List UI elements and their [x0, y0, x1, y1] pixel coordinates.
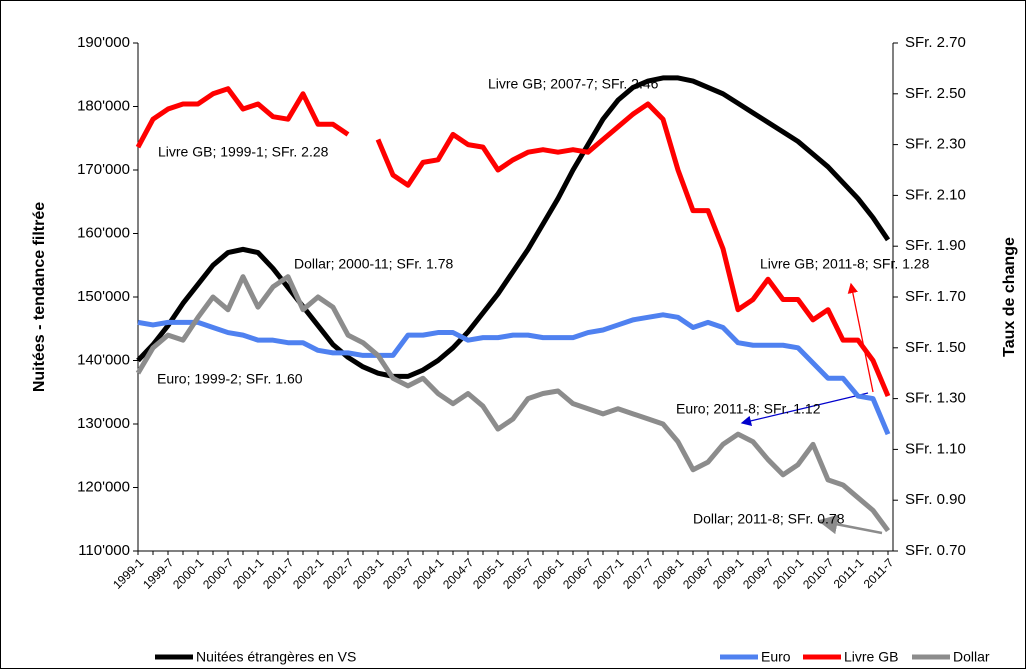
y-tick-label: 160'000	[77, 224, 130, 241]
y-axis-title: Nuitées - tendance filtrée	[31, 202, 48, 392]
y2-tick-label: SFr. 1.70	[905, 288, 966, 305]
annotation-arrow	[740, 392, 869, 426]
legend-label: Euro	[761, 649, 791, 665]
annotation: Dollar; 2000-11; SFr. 1.78	[294, 256, 453, 272]
legend-label: Livre GB	[844, 649, 898, 665]
y2-axis-title: Taux de change	[1001, 237, 1018, 357]
annotation-arrow	[817, 514, 883, 535]
y-tick-label: 180'000	[77, 97, 130, 114]
y-tick-label: 120'000	[77, 478, 130, 495]
y2-tick-label: SFr. 0.90	[905, 491, 966, 508]
annotation: Dollar; 2011-8; SFr. 0.78	[693, 511, 845, 527]
annotation-arrow	[847, 282, 874, 393]
legend-label: Dollar	[953, 649, 990, 665]
y-tick-label: 110'000	[78, 542, 130, 559]
y-tick-label: 140'000	[77, 351, 130, 368]
annotation: Livre GB; 2007-7; SFr. 2.46	[488, 76, 659, 92]
y2-tick-label: SFr. 2.10	[905, 186, 966, 203]
annotation: Euro; 1999-2; SFr. 1.60	[157, 371, 303, 387]
y2-tick-label: SFr. 2.50	[905, 85, 966, 102]
y2-tick-label: SFr. 2.70	[905, 34, 966, 51]
annotation: Livre GB; 2011-8; SFr. 1.28	[760, 256, 930, 272]
annotation: Livre GB; 1999-1; SFr. 2.28	[158, 144, 329, 160]
series-line	[136, 75, 891, 379]
y2-tick-label: SFr. 2.30	[905, 136, 966, 153]
y2-tick-label: SFr. 0.70	[905, 542, 966, 559]
series-line	[135, 86, 891, 398]
y-tick-label: 190'000	[77, 34, 130, 51]
y2-tick-label: SFr. 1.50	[905, 339, 966, 356]
series-line	[135, 274, 891, 533]
legend-label: Nuitées étrangères en VS	[196, 649, 356, 665]
y2-tick-label: SFr. 1.30	[905, 390, 966, 407]
series-line	[137, 312, 891, 436]
y-tick-label: 130'000	[77, 415, 130, 432]
y2-tick-label: SFr. 1.10	[905, 440, 966, 457]
y-tick-label: 170'000	[77, 161, 130, 178]
y-tick-label: 150'000	[77, 288, 130, 305]
annotation: Euro; 2011-8; SFr. 1.12	[676, 401, 821, 417]
y2-tick-label: SFr. 1.90	[905, 237, 966, 254]
